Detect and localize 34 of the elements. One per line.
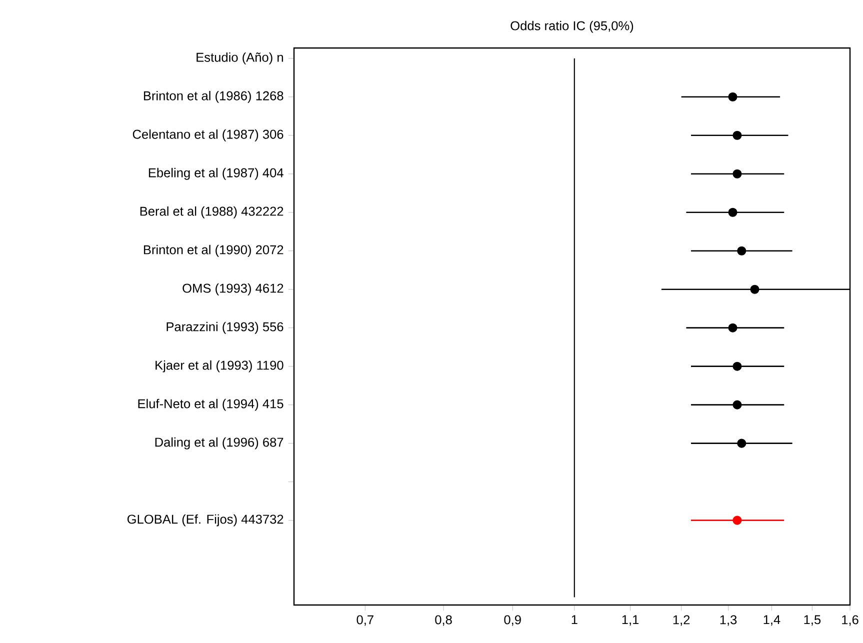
y-tick-label: Kjaer et al (1993) 1190	[156, 360, 284, 372]
x-tick-label: 1,5	[804, 615, 821, 626]
y-tick-label: Beral et al (1988) 432222	[140, 206, 284, 218]
point	[728, 92, 738, 102]
x-tick-label: 0,7	[356, 615, 374, 626]
point	[737, 438, 746, 448]
point	[728, 323, 738, 332]
x-tick-label: 0,8	[435, 615, 452, 626]
x-tick-label: 1	[572, 615, 578, 624]
point	[732, 362, 742, 371]
y-tick-label: GLOBAL (Ef. Fijos) 443732	[127, 514, 284, 526]
x-tick-label: 1,1	[622, 615, 639, 626]
y-tick-label: Estudio (Año) n	[196, 52, 283, 64]
x-tick-label: 1,6	[842, 615, 858, 626]
y-tick-label: Ebeling et al (1987) 404	[148, 168, 284, 180]
point	[732, 400, 742, 410]
x-tick-label: 1,3	[720, 615, 737, 626]
point	[732, 169, 742, 178]
y-tick-label: OMS (1993) 4612	[182, 283, 284, 296]
y-tick-label: Celentano et al (1987) 306	[132, 129, 284, 142]
y-tick-label: Brinton et al (1990) 2072	[144, 244, 284, 257]
point	[732, 130, 742, 140]
point	[737, 246, 746, 256]
y-tick-label: Daling et al (1996) 687	[155, 437, 284, 450]
x-tick-label: 1,4	[764, 615, 780, 626]
x-tick-label: 1,2	[673, 615, 690, 626]
point	[732, 516, 742, 525]
chart-title: Odds ratio IC (95,0%)	[510, 20, 634, 33]
point	[750, 284, 760, 294]
y-tick-label: Parazzini (1993) 556	[166, 322, 284, 334]
x-tick-label: 0,9	[504, 615, 521, 626]
point	[728, 208, 738, 217]
y-tick-label: Brinton et al (1986) 1268	[144, 90, 284, 103]
y-tick-label: Eluf-Neto et al (1994) 415	[138, 398, 284, 411]
